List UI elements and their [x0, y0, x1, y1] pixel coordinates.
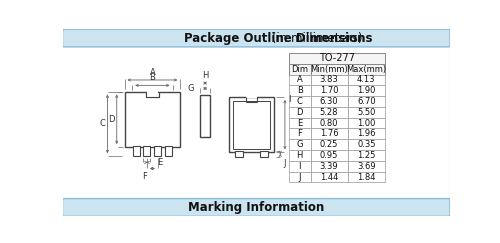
Text: E: E — [297, 119, 302, 128]
Bar — [348, 172, 385, 182]
Text: 3.83: 3.83 — [320, 76, 338, 85]
Bar — [233, 101, 270, 148]
Text: 5.28: 5.28 — [320, 108, 338, 117]
Text: Max(mm): Max(mm) — [346, 65, 387, 74]
Bar — [289, 75, 310, 85]
Text: 1.90: 1.90 — [357, 86, 376, 95]
Text: TO-277: TO-277 — [319, 53, 355, 63]
Bar — [348, 161, 385, 172]
Bar — [200, 95, 210, 137]
Text: I: I — [298, 162, 301, 171]
Bar — [124, 92, 180, 147]
Text: H: H — [202, 71, 208, 80]
Bar — [289, 64, 310, 75]
Bar — [289, 139, 310, 150]
Bar — [310, 75, 348, 85]
Bar — [348, 150, 385, 161]
Text: A: A — [150, 68, 156, 77]
Text: (in millimeters): (in millimeters) — [268, 32, 362, 44]
Text: 1.00: 1.00 — [357, 119, 376, 128]
Text: G: G — [188, 84, 194, 93]
Text: J: J — [298, 173, 301, 182]
Bar — [154, 146, 162, 156]
Text: F: F — [142, 172, 147, 181]
Text: 1.25: 1.25 — [357, 151, 376, 160]
Bar — [229, 97, 274, 152]
Bar — [289, 161, 310, 172]
Text: J: J — [284, 158, 286, 167]
Bar — [289, 150, 310, 161]
FancyBboxPatch shape — [62, 29, 450, 47]
Text: 0.25: 0.25 — [320, 140, 338, 149]
Text: 1.76: 1.76 — [320, 129, 338, 138]
FancyBboxPatch shape — [62, 28, 451, 217]
FancyBboxPatch shape — [62, 199, 450, 216]
Text: 0.35: 0.35 — [357, 140, 376, 149]
Text: 1.84: 1.84 — [357, 173, 376, 182]
Bar — [310, 172, 348, 182]
Text: 3.69: 3.69 — [357, 162, 376, 171]
Text: C: C — [99, 119, 105, 128]
Bar — [348, 85, 385, 96]
Text: F: F — [297, 129, 302, 138]
Bar — [289, 107, 310, 118]
Bar — [348, 64, 385, 75]
Bar — [310, 107, 348, 118]
Bar — [348, 75, 385, 85]
Bar — [348, 139, 385, 150]
Bar — [289, 85, 310, 96]
Text: Dim: Dim — [291, 65, 308, 74]
Text: B: B — [296, 86, 302, 95]
Text: A: A — [297, 76, 302, 85]
Bar — [310, 129, 348, 139]
Text: G: G — [296, 140, 303, 149]
Bar — [144, 146, 150, 156]
Bar — [289, 96, 310, 107]
Bar — [310, 161, 348, 172]
Text: 6.30: 6.30 — [320, 97, 338, 106]
Bar — [246, 92, 257, 98]
Text: 3.39: 3.39 — [320, 162, 338, 171]
Text: 1.70: 1.70 — [320, 86, 338, 95]
Text: I: I — [288, 95, 290, 104]
Bar — [146, 91, 158, 96]
Bar — [310, 139, 348, 150]
Text: Marking Information: Marking Information — [188, 201, 324, 214]
Bar — [310, 64, 348, 75]
Bar — [310, 96, 348, 107]
Text: 4.13: 4.13 — [357, 76, 376, 85]
Bar — [260, 151, 268, 157]
Bar — [348, 107, 385, 118]
Bar — [289, 172, 310, 182]
Bar — [236, 151, 243, 157]
Bar — [310, 118, 348, 129]
Bar — [310, 85, 348, 96]
Text: C: C — [296, 97, 302, 106]
Text: B: B — [150, 73, 156, 82]
Bar — [289, 118, 310, 129]
Bar — [146, 92, 158, 97]
Bar — [348, 96, 385, 107]
Text: H: H — [296, 151, 303, 160]
Text: 0.95: 0.95 — [320, 151, 338, 160]
Text: 1.44: 1.44 — [320, 173, 338, 182]
Bar — [132, 146, 140, 156]
Text: Package Outline Dimensions: Package Outline Dimensions — [184, 32, 372, 44]
Bar — [289, 53, 385, 64]
Text: 0.80: 0.80 — [320, 119, 338, 128]
Text: E: E — [156, 158, 162, 167]
Bar — [165, 146, 172, 156]
Text: 5.50: 5.50 — [357, 108, 376, 117]
Bar — [289, 129, 310, 139]
Text: 6.70: 6.70 — [357, 97, 376, 106]
Bar — [348, 118, 385, 129]
Text: 1.96: 1.96 — [357, 129, 376, 138]
Bar — [348, 129, 385, 139]
Bar — [310, 150, 348, 161]
Text: Min(mm): Min(mm) — [310, 65, 348, 74]
Text: D: D — [296, 108, 303, 117]
Text: D: D — [108, 115, 114, 124]
